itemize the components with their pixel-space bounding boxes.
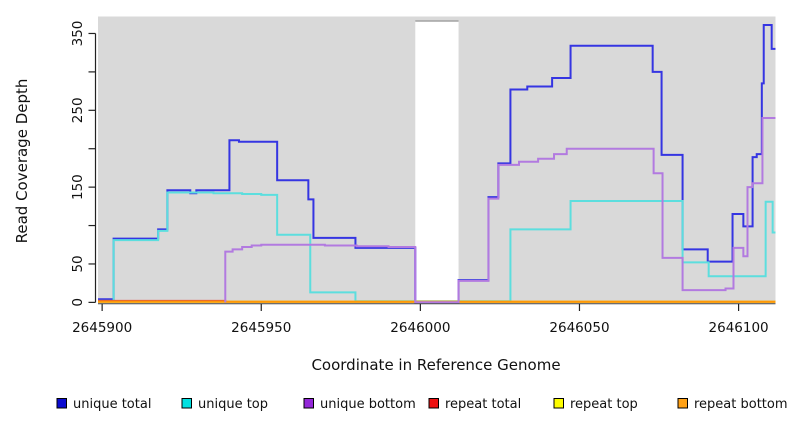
y-tick-label: 50 <box>70 255 86 272</box>
x-tick-label: 2646000 <box>390 320 450 336</box>
y-tick-label: 350 <box>70 21 86 47</box>
y-axis-title: Read Coverage Depth <box>13 79 31 244</box>
coverage-gap-mask <box>415 20 459 304</box>
legend-swatch-repeat-bottom <box>677 398 688 409</box>
axes-layer: 0 50 150 250 350 2645900 2645950 2646000 2646050… <box>70 21 776 336</box>
legend-swatch-unique-bottom <box>303 398 314 409</box>
x-tick-label: 2645900 <box>72 320 132 336</box>
x-tick-label: 2646100 <box>709 320 769 336</box>
y-tick-label: 0 <box>70 298 86 307</box>
series-line-unique-bottom <box>224 116 776 304</box>
legend-label-unique-total: unique total <box>73 397 151 412</box>
legend-label-repeat-top: repeat top <box>570 397 638 412</box>
legend-label-unique-bottom: unique bottom <box>320 397 416 412</box>
legend-label-repeat-bottom: repeat bottom <box>694 397 788 412</box>
series-layer <box>98 24 776 304</box>
plot-panel-layer <box>98 16 776 304</box>
x-tick-label: 2645950 <box>231 320 291 336</box>
legend-swatch-unique-total <box>56 398 67 409</box>
y-tick-label: 150 <box>70 174 86 200</box>
legend-label-repeat-total: repeat total <box>445 397 521 412</box>
legend-swatch-unique-top <box>181 398 192 409</box>
legend-swatch-repeat-total <box>428 398 439 409</box>
legend-label-unique-top: unique top <box>198 397 268 412</box>
series-line-unique-total <box>98 24 776 304</box>
x-axis-title: Coordinate in Reference Genome <box>311 356 560 374</box>
series-line-unique-top <box>98 191 776 303</box>
legend: unique total unique top unique bottom repea… <box>56 397 788 412</box>
y-tick-label: 250 <box>70 97 86 123</box>
legend-swatch-repeat-top <box>553 398 564 409</box>
x-tick-label: 2646050 <box>549 320 609 336</box>
